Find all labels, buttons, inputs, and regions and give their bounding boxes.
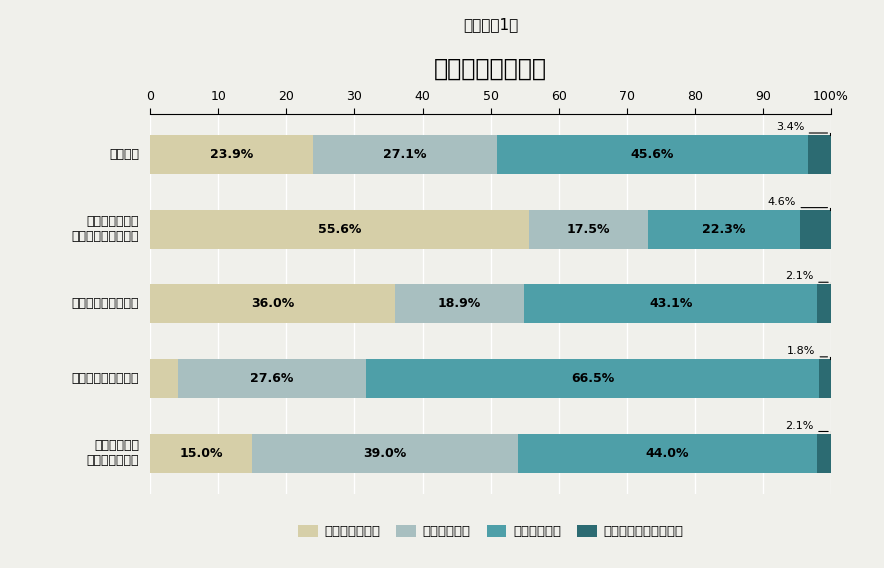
Bar — [524, 285, 818, 323]
Text: 17.5%: 17.5% — [567, 223, 610, 236]
Text: 27.6%: 27.6% — [250, 372, 293, 385]
Bar — [800, 210, 831, 249]
Bar — [808, 135, 831, 174]
Text: 55.6%: 55.6% — [318, 223, 362, 236]
Bar — [818, 285, 832, 323]
Bar — [366, 359, 819, 398]
Text: 39.0%: 39.0% — [363, 446, 407, 460]
Text: 2.1%: 2.1% — [786, 272, 814, 282]
Text: 43.1%: 43.1% — [649, 298, 692, 310]
Text: 2.1%: 2.1% — [786, 421, 814, 431]
Bar — [150, 210, 529, 249]
Bar — [395, 285, 524, 323]
Bar — [818, 434, 832, 473]
Text: 45.6%: 45.6% — [631, 148, 674, 161]
Bar — [253, 434, 518, 473]
Bar — [179, 359, 366, 398]
Legend: 実施していない, 推奨している, 実施している, 職場の出勤者はいない: 実施していない, 推奨している, 実施している, 職場の出勤者はいない — [293, 520, 689, 544]
Bar — [313, 135, 498, 174]
Bar — [648, 210, 800, 249]
Text: 23.9%: 23.9% — [210, 148, 253, 161]
Text: 15.0%: 15.0% — [179, 446, 223, 460]
Text: 36.0%: 36.0% — [251, 298, 294, 310]
Text: 職場での策定状況: 職場での策定状況 — [434, 57, 547, 81]
Text: 1.8%: 1.8% — [787, 346, 815, 356]
Text: 18.9%: 18.9% — [438, 298, 481, 310]
Bar — [529, 210, 648, 249]
Bar — [150, 434, 253, 473]
Bar — [498, 135, 808, 174]
Text: 44.0%: 44.0% — [646, 446, 690, 460]
Text: 66.5%: 66.5% — [571, 372, 614, 385]
Bar — [819, 359, 831, 398]
Text: 27.1%: 27.1% — [384, 148, 427, 161]
Bar — [150, 285, 395, 323]
Text: 22.3%: 22.3% — [702, 223, 745, 236]
Text: 4.6%: 4.6% — [768, 197, 796, 207]
Text: 3.4%: 3.4% — [776, 122, 804, 132]
Bar — [518, 434, 818, 473]
Bar — [150, 135, 313, 174]
Text: 【グラフ1】: 【グラフ1】 — [463, 17, 518, 32]
Bar — [150, 359, 179, 398]
